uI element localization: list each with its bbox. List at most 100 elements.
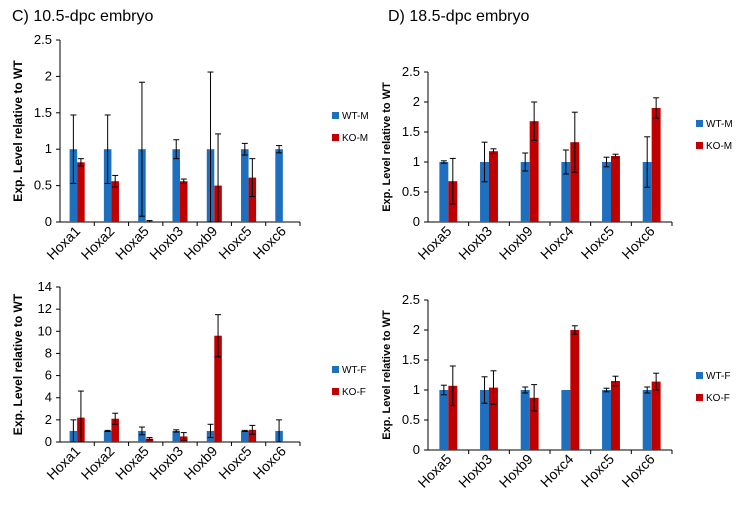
legend-entry: WT-F — [342, 365, 366, 376]
x-tick-label: Hoxb3 — [455, 223, 495, 263]
chart-c-male: 0 0.5 1 1.5 2 2.5 Exp. Level relative to WT Hox… — [11, 32, 369, 263]
legend-entry: KO-F — [342, 387, 366, 398]
legend-swatch — [332, 366, 339, 373]
bar-wt-m-hoxb9 — [520, 162, 530, 222]
legend-entry: WT-F — [706, 371, 730, 382]
x-tick-label: Hoxc5 — [578, 451, 618, 491]
bar-wt-f-hoxa5 — [138, 430, 146, 442]
y-tick-label: 8 — [45, 345, 52, 360]
panel-title-d: D) 18.5-dpc embryo — [388, 8, 530, 25]
bar-wt-m-hoxc6 — [275, 149, 283, 222]
legend-swatch — [332, 388, 339, 395]
bar-ko-m-hoxc5 — [248, 177, 257, 222]
legend-swatch — [696, 394, 703, 401]
x-tick-label: Hoxc6 — [250, 223, 290, 263]
y-tick-label: 4 — [45, 390, 52, 405]
x-tick-label: Hoxc4 — [537, 451, 577, 491]
x-tick-label: Hoxb3 — [455, 451, 495, 491]
y-tick-label: 2 — [413, 94, 420, 109]
x-tick-label: Hoxa2 — [78, 443, 118, 483]
y-tick-label: 0.5 — [402, 412, 420, 427]
x-tick-label: Hoxc5 — [215, 223, 255, 263]
bar-ko-m-hoxb3 — [180, 181, 188, 222]
bar-wt-f-hoxb9 — [520, 390, 530, 450]
legend-entry: KO-M — [342, 133, 368, 144]
y-tick-label: 2.5 — [402, 64, 420, 79]
bar-ko-f-hoxc4 — [570, 330, 580, 450]
x-tick-label: Hoxa5 — [415, 223, 455, 263]
chart-c-female: 0 2 4 6 8 10 12 14 Exp. Level relative to WT Hoxa… — [11, 279, 366, 483]
legend-swatch — [332, 134, 339, 141]
bar-wt-f-hoxa2 — [103, 430, 112, 442]
bar-ko-m-hoxb9 — [529, 121, 539, 222]
legend-entry: KO-M — [706, 141, 732, 152]
x-tick-label: Hoxb3 — [146, 223, 186, 263]
x-tick-label: Hoxc6 — [618, 451, 658, 491]
bar-wt-f-hoxa5 — [439, 390, 449, 450]
x-tick-label: Hoxc5 — [578, 223, 618, 263]
bar-wt-m-hoxb3 — [480, 162, 489, 222]
x-tick-label: Hoxc6 — [250, 443, 290, 483]
y-tick-label: 10 — [38, 323, 52, 338]
bar-ko-f-hoxc6 — [651, 381, 661, 450]
bar-wt-f-hoxb3 — [172, 430, 180, 442]
x-tick-label: Hoxb9 — [496, 223, 536, 263]
panel-title-c: C) 10.5-dpc embryo — [12, 8, 154, 25]
y-tick-label: 6 — [45, 368, 52, 383]
legend-swatch — [696, 372, 703, 379]
bar-ko-f-hoxb9 — [214, 335, 222, 442]
y-tick-label: 12 — [38, 301, 52, 316]
y-axis-label: Exp. Level relative to WT — [11, 293, 25, 435]
bar-ko-m-hoxc4 — [570, 142, 580, 222]
bar-wt-m-hoxc6 — [642, 162, 652, 222]
bar-ko-f-hoxa2 — [111, 418, 119, 442]
y-axis-label: Exp. Level relative to WT — [11, 60, 25, 202]
x-tick-label: Hoxa2 — [78, 223, 118, 263]
x-tick-label: Hoxb9 — [180, 223, 220, 263]
x-tick-label: Hoxa5 — [112, 223, 152, 263]
legend-swatch — [696, 142, 703, 149]
y-tick-label: 2 — [45, 412, 52, 427]
x-tick-label: Hoxc5 — [215, 443, 255, 483]
chart-d-male: 0 0.5 1 1.5 2 2.5 Exp. Level relative to WT Hox… — [381, 64, 733, 263]
legend-swatch — [696, 120, 703, 127]
bar-ko-f-hoxa5 — [448, 385, 458, 450]
y-tick-label: 0 — [45, 434, 52, 449]
y-tick-label: 14 — [38, 279, 52, 294]
bar-ko-m-hoxb3 — [489, 151, 498, 222]
y-tick-label: 1.5 — [402, 352, 420, 367]
y-axis-label: Exp. Level relative to WT — [381, 310, 393, 440]
y-tick-label: 1 — [45, 141, 52, 156]
x-tick-label: Hoxa5 — [415, 451, 455, 491]
bar-wt-f-hoxc6 — [642, 390, 652, 450]
bar-wt-f-hoxb3 — [480, 390, 489, 450]
bar-ko-m-hoxa2 — [111, 181, 119, 222]
y-tick-label: 0 — [413, 214, 420, 229]
bar-ko-m-hoxc5 — [611, 156, 620, 222]
y-tick-label: 2.5 — [34, 32, 52, 47]
y-tick-label: 2 — [413, 322, 420, 337]
y-tick-label: 0.5 — [402, 184, 420, 199]
x-tick-label: Hoxb9 — [496, 451, 536, 491]
bar-wt-m-hoxc5 — [241, 149, 249, 222]
bar-wt-m-hoxc4 — [561, 162, 571, 222]
y-tick-label: 1.5 — [34, 105, 52, 120]
y-tick-label: 1 — [413, 382, 420, 397]
x-tick-label: Hoxc4 — [537, 223, 577, 263]
bar-wt-m-hoxc5 — [602, 162, 611, 222]
legend-entry: WT-M — [342, 111, 369, 122]
bar-ko-f-hoxc5 — [248, 429, 257, 442]
y-tick-label: 0.5 — [34, 178, 52, 193]
y-tick-label: 2.5 — [402, 292, 420, 307]
chart-d-female: 0 0.5 1 1.5 2 2.5 Exp. Level relative to WT Hox… — [381, 292, 730, 491]
y-axis-label: Exp. Level relative to WT — [381, 82, 393, 212]
y-tick-label: 0 — [413, 442, 420, 457]
bar-ko-f-hoxa5 — [145, 438, 154, 442]
bar-wt-m-hoxa5 — [439, 162, 449, 222]
x-tick-label: Hoxa5 — [112, 443, 152, 483]
bar-wt-m-hoxa2 — [103, 149, 112, 222]
legend-entry: KO-F — [706, 393, 730, 404]
bar-ko-f-hoxb9 — [529, 397, 539, 450]
y-tick-label: 1.5 — [402, 124, 420, 139]
